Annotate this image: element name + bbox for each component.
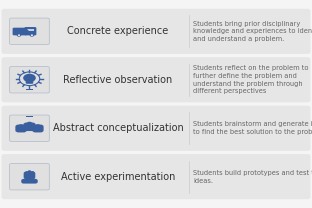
FancyBboxPatch shape <box>24 27 37 35</box>
Circle shape <box>17 34 21 37</box>
Text: Students build prototypes and test their
ideas.: Students build prototypes and test their… <box>193 170 312 184</box>
Circle shape <box>23 74 36 82</box>
FancyBboxPatch shape <box>10 18 49 45</box>
FancyBboxPatch shape <box>23 123 36 131</box>
FancyBboxPatch shape <box>2 9 310 54</box>
Text: Concrete experience: Concrete experience <box>67 26 169 36</box>
FancyBboxPatch shape <box>12 28 27 35</box>
Circle shape <box>19 124 23 127</box>
FancyBboxPatch shape <box>21 179 38 184</box>
Circle shape <box>31 35 33 36</box>
Bar <box>26 89 33 90</box>
Bar <box>26 116 33 117</box>
Text: Reflective observation: Reflective observation <box>63 75 173 85</box>
FancyBboxPatch shape <box>10 67 49 93</box>
FancyBboxPatch shape <box>24 171 35 179</box>
Text: Students reflect on the problem to
further define the problem and
understand the: Students reflect on the problem to furth… <box>193 65 309 94</box>
FancyBboxPatch shape <box>32 125 44 132</box>
Polygon shape <box>27 29 34 31</box>
FancyBboxPatch shape <box>2 154 310 199</box>
Text: Students bring prior disciplinary
knowledge and experiences to identify
and unde: Students bring prior disciplinary knowle… <box>193 21 312 42</box>
Circle shape <box>36 124 40 127</box>
Text: Students brainstorm and generate ideas
to find the best solution to the problem.: Students brainstorm and generate ideas t… <box>193 121 312 135</box>
FancyBboxPatch shape <box>10 163 49 190</box>
Circle shape <box>18 35 20 36</box>
Bar <box>28 178 31 181</box>
FancyBboxPatch shape <box>2 57 310 102</box>
FancyBboxPatch shape <box>2 106 310 151</box>
FancyBboxPatch shape <box>26 81 33 84</box>
FancyBboxPatch shape <box>15 125 27 132</box>
Text: Abstract conceptualization: Abstract conceptualization <box>53 123 183 133</box>
FancyBboxPatch shape <box>10 115 49 141</box>
Text: Active experimentation: Active experimentation <box>61 172 175 182</box>
FancyBboxPatch shape <box>25 177 34 180</box>
Circle shape <box>30 34 34 37</box>
Circle shape <box>27 122 32 125</box>
